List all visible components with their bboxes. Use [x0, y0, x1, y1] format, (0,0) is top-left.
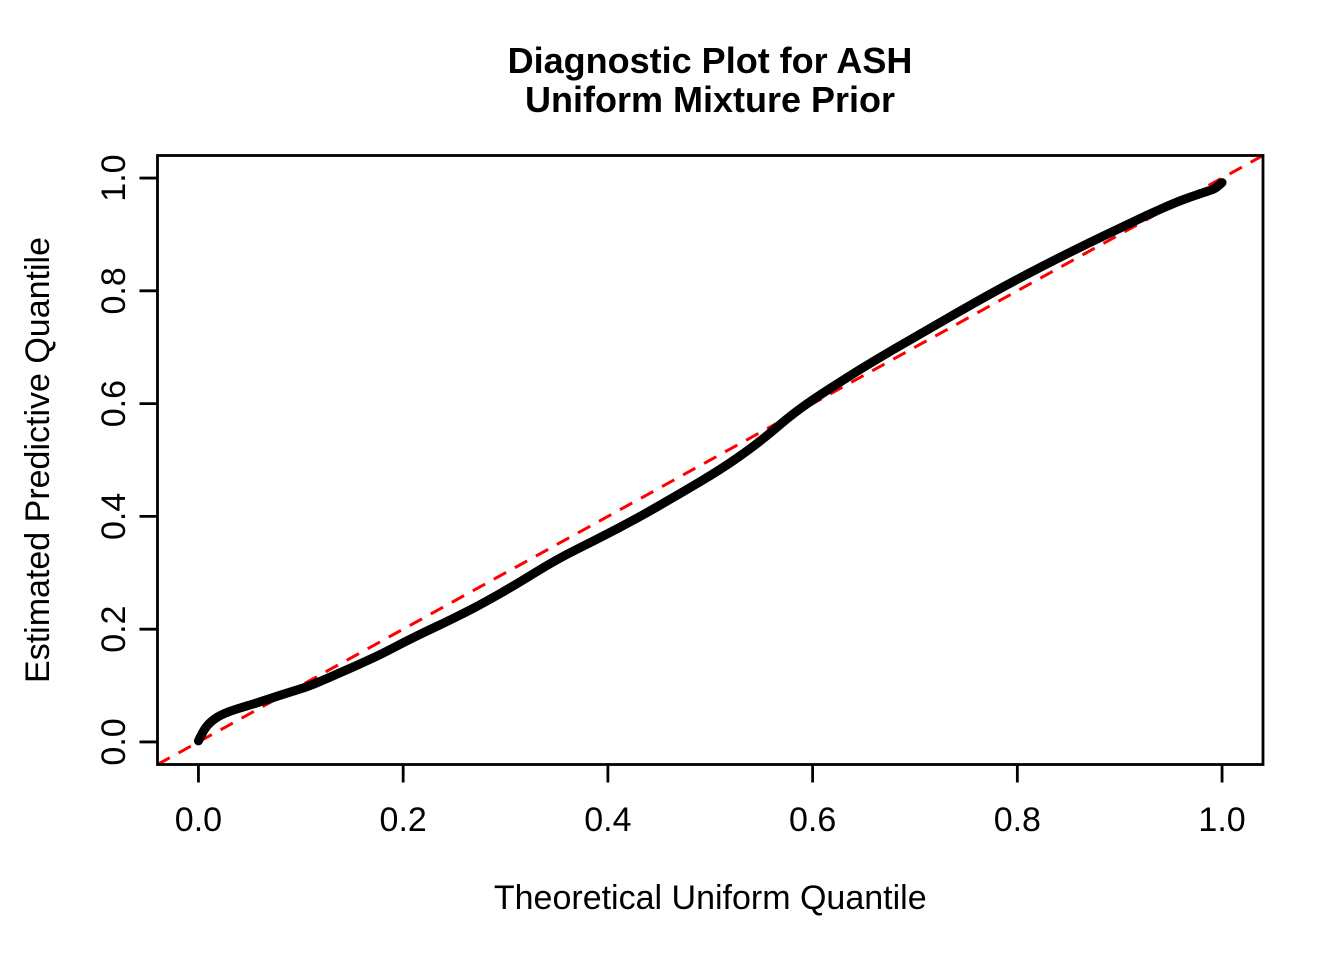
y-tick-label-2: 0.4	[95, 493, 133, 540]
x-tick-label-4: 0.8	[994, 801, 1041, 839]
identity-line	[156, 154, 1264, 766]
x-tick-label-2: 0.4	[584, 801, 631, 839]
chart-title-line-2: Uniform Mixture Prior	[524, 79, 896, 120]
chart-title: Diagnostic Plot for ASH Uniform Mixture …	[157, 41, 1263, 119]
y-tick-label-0: 0.0	[95, 718, 133, 765]
x-tick-label-5: 1.0	[1198, 801, 1245, 839]
x-tick-label-3: 0.6	[789, 801, 836, 839]
chart-title-line-1: Diagnostic Plot for ASH	[507, 40, 913, 81]
x-tick-label-0: 0.0	[175, 801, 222, 839]
y-axis-title: Estimated Predictive Quantile	[19, 237, 57, 683]
y-tick-label-1: 0.2	[95, 606, 133, 653]
x-tick-label-1: 0.2	[380, 801, 427, 839]
y-tick-label-3: 0.6	[95, 380, 133, 427]
x-axis-title: Theoretical Uniform Quantile	[494, 879, 927, 917]
plot-border	[156, 154, 1265, 766]
estimated-predictive-quantile-curve	[193, 178, 1227, 746]
y-tick-label-4: 0.8	[95, 267, 133, 314]
y-tick-label-5: 1.0	[95, 154, 133, 201]
